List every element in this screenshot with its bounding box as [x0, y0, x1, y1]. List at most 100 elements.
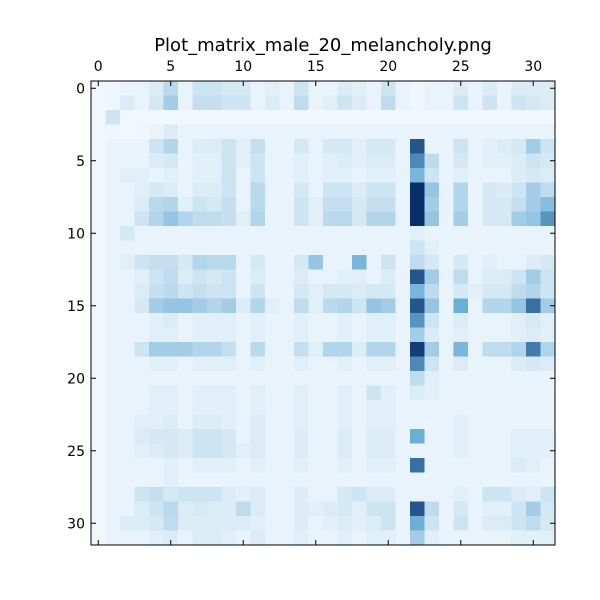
heatmap-cell — [279, 356, 295, 372]
heatmap-cell — [134, 211, 150, 227]
heatmap-cell — [236, 371, 251, 386]
heatmap-cell — [395, 124, 411, 140]
heatmap-cell — [323, 472, 338, 488]
heatmap-cell — [294, 356, 309, 372]
heatmap-cell — [294, 168, 309, 183]
heatmap-cell — [279, 414, 295, 430]
heatmap-cell — [453, 458, 469, 473]
heatmap-cell — [207, 211, 222, 227]
heatmap-cell — [323, 124, 338, 140]
heatmap-cell — [497, 472, 512, 488]
heatmap-cell — [410, 284, 425, 299]
heatmap-cell — [323, 240, 338, 256]
heatmap-cell — [410, 356, 425, 372]
heatmap-cell — [497, 110, 512, 125]
heatmap-cell — [439, 110, 454, 125]
heatmap-cell — [236, 168, 251, 183]
heatmap-cell — [91, 342, 106, 357]
heatmap-cell — [91, 356, 106, 372]
heatmap-cell — [265, 81, 280, 96]
heatmap-cell — [207, 124, 222, 140]
heatmap-cell — [482, 443, 498, 459]
heatmap-cell — [294, 472, 309, 488]
heatmap-cell — [91, 139, 106, 154]
heatmap-cell — [236, 516, 251, 531]
heatmap-cell — [250, 530, 266, 546]
heatmap-cell — [410, 139, 425, 154]
heatmap-cell — [250, 313, 266, 328]
heatmap-cell — [120, 313, 135, 328]
heatmap-cell — [149, 139, 164, 154]
heatmap-cell — [120, 95, 135, 111]
heatmap-cell — [294, 516, 309, 531]
heatmap-cell — [323, 139, 338, 154]
heatmap-cell — [178, 298, 193, 314]
heatmap-cell — [540, 284, 556, 299]
heatmap-cell — [337, 226, 353, 241]
chart-title: Plot_matrix_male_20_melancholy.png — [154, 35, 492, 56]
heatmap-cell — [149, 168, 164, 183]
heatmap-cell — [308, 197, 324, 212]
heatmap-cell — [120, 182, 135, 198]
heatmap-cell — [149, 443, 164, 459]
heatmap-cell — [192, 429, 208, 444]
heatmap-cell — [163, 371, 179, 386]
heatmap-cell — [323, 356, 338, 372]
heatmap-cell — [424, 255, 440, 270]
heatmap-cell — [410, 269, 425, 285]
heatmap-cell — [395, 298, 411, 314]
heatmap-cell — [178, 400, 193, 415]
x-tick-label: 0 — [94, 59, 103, 75]
heatmap-cell — [497, 400, 512, 415]
heatmap-cell — [163, 211, 179, 227]
heatmap-cell — [120, 139, 135, 154]
heatmap-cell — [192, 211, 208, 227]
heatmap-cell — [250, 298, 266, 314]
heatmap-cell — [279, 400, 295, 415]
heatmap-cell — [207, 313, 222, 328]
heatmap-cell — [352, 284, 367, 299]
heatmap-cell — [308, 168, 324, 183]
heatmap-cell — [337, 182, 353, 198]
heatmap-cell — [410, 153, 425, 169]
heatmap-cell — [178, 530, 193, 546]
heatmap-cell — [236, 400, 251, 415]
heatmap-cell — [381, 168, 396, 183]
heatmap-cell — [192, 95, 208, 111]
heatmap-cell — [366, 342, 382, 357]
x-tick-label: 15 — [307, 59, 325, 75]
heatmap-cell — [265, 313, 280, 328]
heatmap-cell — [91, 472, 106, 488]
y-tick-label: 20 — [67, 371, 85, 387]
heatmap-cell — [424, 342, 440, 357]
heatmap-cell — [91, 443, 106, 459]
heatmap-cell — [468, 110, 483, 125]
heatmap-cell — [526, 327, 541, 343]
heatmap-cell — [163, 139, 179, 154]
heatmap-cell — [526, 153, 541, 169]
heatmap-cell — [279, 168, 295, 183]
heatmap-cell — [511, 211, 527, 227]
x-tick-label: 30 — [524, 59, 542, 75]
heatmap-cell — [221, 400, 237, 415]
heatmap-cell — [91, 81, 106, 96]
heatmap-cell — [294, 153, 309, 169]
heatmap-cell — [308, 414, 324, 430]
heatmap-cell — [149, 516, 164, 531]
heatmap-cell — [381, 487, 396, 502]
heatmap-cell — [395, 269, 411, 285]
heatmap-cell — [192, 182, 208, 198]
heatmap-cell — [91, 255, 106, 270]
heatmap-cell — [105, 400, 121, 415]
heatmap-cell — [540, 81, 556, 96]
heatmap-cell — [294, 458, 309, 473]
heatmap-cell — [294, 327, 309, 343]
heatmap-cell — [279, 472, 295, 488]
heatmap-cell — [294, 414, 309, 430]
heatmap-cell — [134, 124, 150, 140]
heatmap-cell — [453, 327, 469, 343]
heatmap-cell — [511, 168, 527, 183]
heatmap-cell — [192, 168, 208, 183]
heatmap-cell — [453, 298, 469, 314]
heatmap-cell — [178, 458, 193, 473]
